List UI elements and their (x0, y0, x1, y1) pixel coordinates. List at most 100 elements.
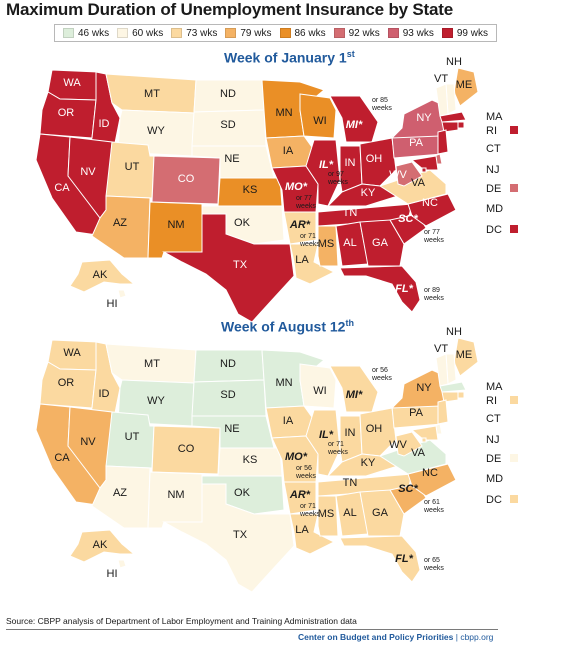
map2-label-co: CO (178, 443, 195, 455)
map2-label-oh: OH (366, 423, 383, 435)
credit-line: Center on Budget and Policy Priorities |… (298, 632, 493, 642)
map2-label-ky: KY (361, 457, 376, 469)
map1-group: WA OR ID CA NV MT WY UT CO AZ NM ND SD NE KS OK TX MN IA MO… (35, 56, 518, 323)
map2-label-mo: MO* (285, 451, 308, 463)
divider (6, 629, 498, 630)
map2-label-ne: NE (224, 423, 239, 435)
map2-heading-sup: th (345, 318, 354, 328)
map1-label-wi: WI (313, 115, 326, 127)
map2-state-md (410, 425, 439, 441)
map1-label-mt: MT (144, 88, 160, 100)
map1-state-oh (359, 137, 397, 187)
map1-label-mn: MN (275, 107, 292, 119)
map2-state-nj (437, 399, 449, 425)
map1-label-pa: PA (409, 137, 424, 149)
legend-swatch (117, 28, 129, 38)
map2-state-sc (389, 483, 427, 515)
map2-label-mn: MN (275, 377, 292, 389)
map1-label-ne: NE (224, 153, 239, 165)
map2-label-al: AL (343, 507, 356, 519)
map1-label-vt: VT (434, 73, 448, 85)
legend-item: 93 wks (387, 28, 434, 39)
map1-label-dc: DC (486, 224, 502, 236)
map1-label-in: IN (345, 157, 356, 169)
map2-label-ca: CA (54, 452, 70, 464)
map2-label-ok: OK (234, 487, 251, 499)
map1-label-ny: NY (416, 112, 432, 124)
map1-label-va: VA (411, 177, 426, 189)
map2-label-ny: NY (416, 382, 432, 394)
legend-item: 60 wks (117, 28, 163, 39)
map2-label-fl: FL* (395, 553, 413, 565)
map1-state-il (305, 139, 341, 207)
map1-state-nj (437, 129, 449, 155)
map1-label-nc: NC (422, 197, 438, 209)
map1-label-ct: CT (486, 143, 501, 155)
map1-label-wv: WV (389, 169, 407, 181)
map1-state-ri (457, 121, 465, 129)
legend-item: 99 wks (441, 28, 488, 39)
map1-state-md (410, 155, 439, 171)
map1-state-ak (69, 259, 136, 293)
map2-label-ri: RI (486, 395, 497, 407)
map1-state-dc (421, 167, 427, 173)
map1-label-tn: TN (343, 207, 358, 219)
map2-state-ga (359, 489, 405, 537)
map2-label-ma: MA (486, 381, 503, 393)
map2-state-oh (359, 407, 397, 457)
map2-label-nm: NM (167, 489, 184, 501)
map2-label-de: DE (486, 453, 501, 465)
map1-label-wy: WY (147, 125, 165, 137)
map2-label-me: ME (456, 349, 473, 361)
map1-label-nd: ND (220, 88, 236, 100)
map2-state-dc (421, 437, 427, 443)
map1-label-nv: NV (80, 166, 96, 178)
legend-swatch (387, 28, 399, 38)
legend-swatch (225, 28, 237, 38)
legend-item: 46 wks (63, 28, 109, 39)
map2-label-ut: UT (125, 431, 140, 443)
map1-label-id: ID (99, 118, 110, 130)
map1-note: or 77 weeks (295, 195, 316, 210)
map1-state-wv (395, 161, 423, 187)
legend-label: 46 wks (78, 27, 110, 39)
map1-state-tx (162, 213, 295, 323)
map1-state-ma (439, 111, 467, 123)
map2-note: or 56 weeks (371, 367, 392, 382)
legend-label: 60 wks (132, 27, 164, 39)
map2-state-tx (162, 483, 295, 593)
map2-label-tn: TN (343, 477, 358, 489)
map1-marker-de (510, 184, 518, 192)
map1-label-ia: IA (283, 145, 294, 157)
credit-org: Center on Budget and Policy Priorities (298, 632, 454, 642)
map2-label-ia: IA (283, 415, 294, 427)
map2-note: or 56 weeks (295, 465, 316, 480)
map1-state-fl (339, 265, 421, 313)
map1-label-wa: WA (63, 77, 81, 89)
map2-note: or 71 weeks (299, 503, 320, 518)
map2-label-dc: DC (486, 494, 502, 506)
map1-label-me: ME (456, 79, 473, 91)
map2-label-az: AZ (113, 487, 127, 499)
legend-item: 79 wks (225, 28, 272, 39)
map1-state-ar (283, 211, 317, 245)
map1-label-de: DE (486, 183, 501, 195)
legend-swatch (279, 28, 291, 38)
legend: 46 wks 60 wks 73 wks 79 wks 86 wks 92 wk… (54, 24, 497, 42)
legend-swatch (333, 28, 345, 38)
map1-label-or: OR (58, 107, 75, 119)
legend-swatch (441, 28, 453, 38)
map1-label-il: IL* (319, 159, 334, 171)
map1-label-ks: KS (243, 184, 258, 196)
map1-label-mo: MO* (285, 181, 308, 193)
map1-heading-sup: st (346, 49, 355, 59)
page-title: Maximum Duration of Unemployment Insuran… (6, 0, 453, 19)
map2-label-ms: MS (318, 508, 335, 520)
map2-label-wv: WV (389, 439, 407, 451)
map1-state-ga (359, 219, 405, 267)
map1-note: or 77 weeks (423, 229, 444, 244)
map2-state-wi (299, 363, 337, 409)
map1-label-nh: NH (446, 56, 462, 68)
map2-state-ak (69, 529, 136, 563)
